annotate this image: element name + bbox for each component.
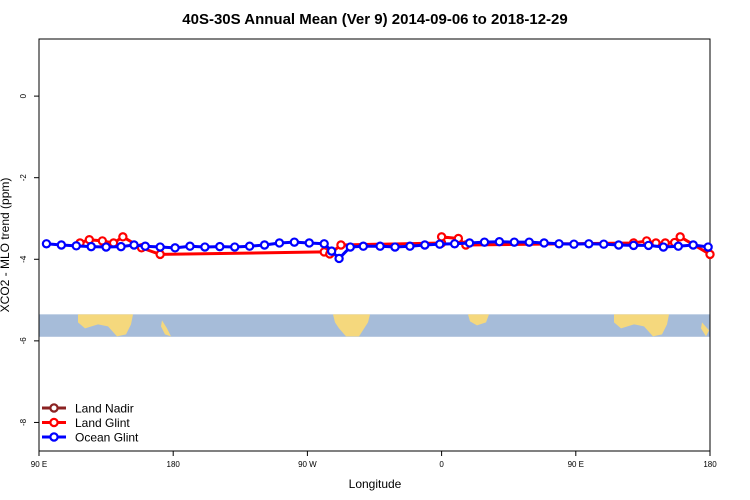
landmass [614,314,669,337]
data-point [155,242,165,252]
data-point [101,242,111,252]
y-tick-label: -4 [19,255,28,263]
data-point [705,249,715,260]
map-strip [39,314,710,337]
y-tick-label: -6 [19,337,28,345]
ocean-band [39,314,710,337]
data-point [140,241,150,251]
data-point [509,237,519,247]
data-point [41,239,52,249]
data-point [185,241,195,251]
data-point [334,253,344,264]
data-point [116,241,126,252]
legend-label: Land Nadir [75,402,134,416]
legend-marker [49,417,59,428]
data-point [358,241,369,251]
landmass [78,314,133,337]
data-point [673,241,684,251]
data-point [539,238,549,248]
data-point [643,240,654,251]
data-point [304,238,314,248]
data-point [86,241,96,252]
series-layer [41,232,715,264]
data-point [56,240,67,250]
data-point [345,242,355,252]
data-point [274,238,285,248]
data-point [289,237,300,247]
x-tick-label: 180 [167,460,181,469]
landmass [333,314,370,337]
data-point [449,239,460,249]
data-point [569,239,579,249]
data-point [129,240,139,250]
data-point [436,232,447,242]
data-point [494,237,505,247]
landmass [468,314,489,326]
data-point [230,242,240,252]
data-point [435,239,445,249]
data-point [479,237,490,247]
legend-marker [49,403,59,413]
data-point [215,241,225,252]
data-point [675,232,685,242]
data-point [336,240,346,250]
data-point [628,240,639,251]
y-tick-label: 0 [19,93,28,98]
y-axis-label: XCO2 - MLO trend (ppm) [0,178,12,313]
legend-label: Land Glint [75,416,130,430]
data-point [688,240,698,250]
data-point [170,243,180,253]
data-point [200,242,210,252]
x-tick-label: 90 E [568,460,584,469]
data-point [71,241,81,251]
legend-marker [49,432,59,442]
data-point [584,239,594,249]
chart-title: 40S-30S Annual Mean (Ver 9) 2014-09-06 t… [182,11,567,28]
data-point [326,246,337,256]
landmass [161,320,171,337]
x-tick-label: 90 E [31,460,47,469]
data-point [118,232,128,242]
legend-label: Ocean Glint [75,431,139,445]
x-tick-label: 0 [439,460,444,469]
data-point [375,241,385,251]
data-point [613,240,624,250]
data-point [599,239,609,249]
data-point [464,238,475,248]
x-tick-label: 180 [703,460,717,469]
x-axis-label: Longitude [349,477,402,491]
x-tick-label: 90 W [298,460,317,469]
y-tick-label: -2 [19,174,28,182]
data-point [244,241,255,251]
data-point [390,242,400,252]
landmass [701,322,709,337]
data-point [658,242,669,252]
data-point [319,239,329,249]
data-point [259,240,270,250]
data-point [703,242,713,252]
data-point [405,241,415,251]
y-tick-label: -8 [19,418,28,426]
data-point [420,240,430,250]
data-point [155,249,165,260]
data-point [524,237,534,247]
data-point [554,239,564,249]
